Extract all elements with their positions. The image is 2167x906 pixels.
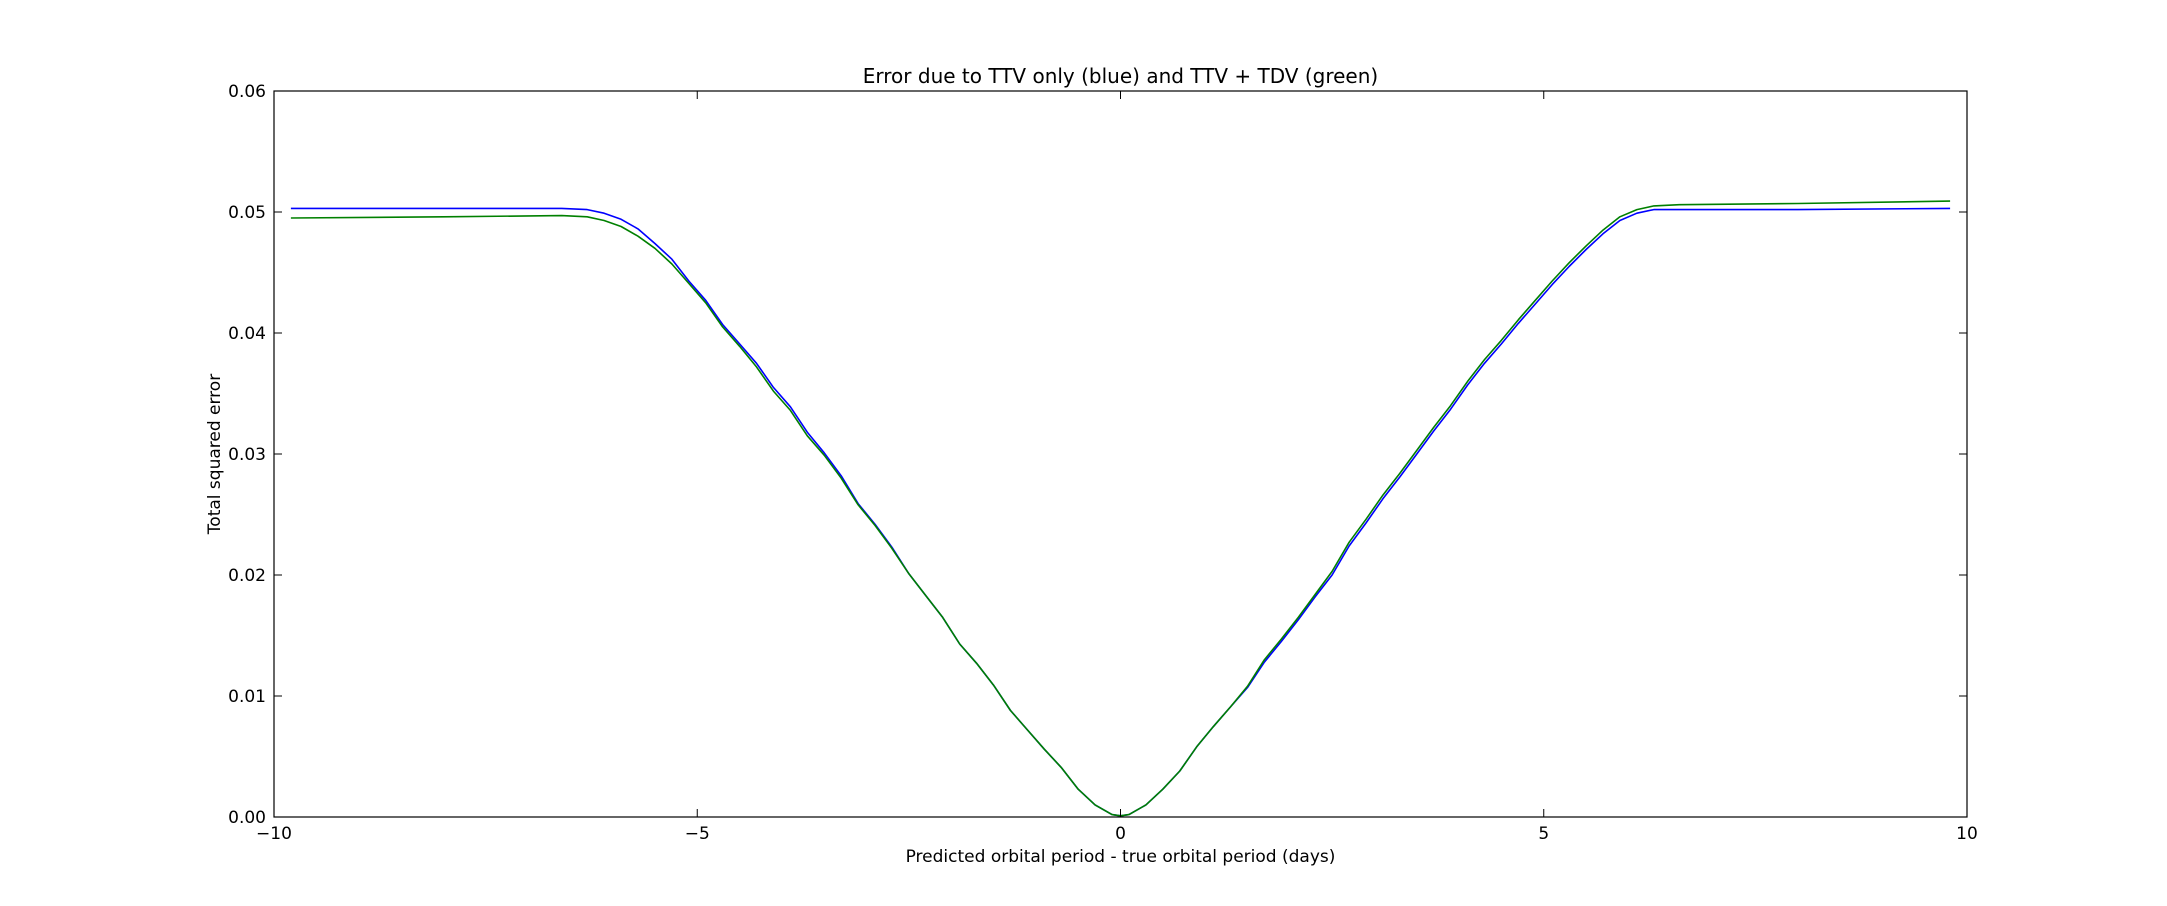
y-tick-label: 0.05 <box>228 203 266 223</box>
y-tick-label: 0.00 <box>228 808 266 828</box>
chart-title: Error due to TTV only (blue) and TTV + T… <box>863 64 1378 88</box>
x-tick-label: 5 <box>1538 824 1549 844</box>
y-axis-label: Total squared error <box>205 374 225 535</box>
x-tick-label: −5 <box>685 824 710 844</box>
y-tick-label: 0.04 <box>228 324 266 344</box>
y-tick-label: 0.06 <box>228 82 266 102</box>
x-axis-ticks: −10 −5 0 5 10 <box>256 91 1978 844</box>
x-tick-label: 0 <box>1115 824 1126 844</box>
x-tick-label: −10 <box>256 824 292 844</box>
y-tick-label: 0.03 <box>228 445 266 465</box>
y-axis-ticks: 0.00 0.01 0.02 0.03 0.04 0.05 0.06 <box>228 82 1967 828</box>
y-tick-label: 0.02 <box>228 566 266 586</box>
y-tick-label: 0.01 <box>228 687 266 707</box>
x-tick-label: 10 <box>1956 824 1978 844</box>
x-axis-label: Predicted orbital period - true orbital … <box>906 847 1336 867</box>
